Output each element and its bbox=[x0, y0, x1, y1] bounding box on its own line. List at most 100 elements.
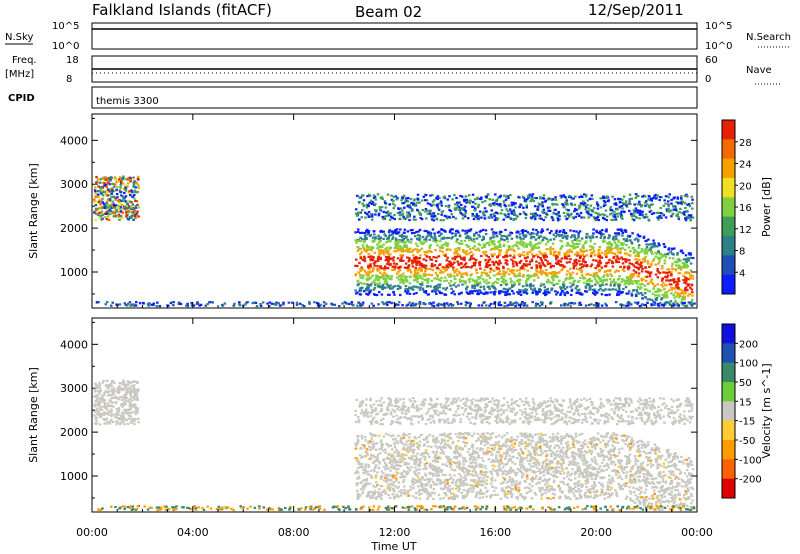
echo-cell bbox=[521, 265, 524, 268]
echo-cell bbox=[518, 272, 521, 275]
echo-cell bbox=[401, 280, 404, 283]
echo-cell bbox=[637, 272, 641, 275]
echo-cell bbox=[554, 258, 558, 261]
echo-cell bbox=[625, 437, 629, 440]
echo-cell bbox=[444, 241, 448, 244]
echo-cell bbox=[597, 213, 600, 216]
echo-cell bbox=[496, 281, 499, 284]
echo-cell bbox=[415, 273, 419, 276]
echo-cell bbox=[603, 476, 606, 479]
echo-cell bbox=[117, 215, 121, 218]
echo-cell bbox=[386, 293, 390, 296]
echo-cell bbox=[456, 301, 459, 304]
echo-cell bbox=[491, 468, 495, 471]
echo-cell bbox=[472, 474, 476, 477]
echo-cell bbox=[643, 288, 647, 291]
echo-cell bbox=[440, 246, 444, 250]
echo-cell bbox=[524, 216, 528, 220]
echo-cell bbox=[378, 488, 381, 491]
echo-cell bbox=[517, 292, 520, 295]
echo-cell bbox=[115, 188, 118, 191]
echo-cell bbox=[458, 464, 461, 467]
echo-cell bbox=[363, 435, 367, 439]
echo-cell bbox=[190, 304, 194, 307]
echo-cell bbox=[535, 268, 538, 271]
echo-cell bbox=[450, 287, 453, 290]
echo-cell bbox=[427, 293, 431, 296]
echo-cell bbox=[465, 198, 469, 202]
echo-cell bbox=[362, 274, 366, 277]
echo-cell bbox=[570, 288, 574, 291]
echo-cell bbox=[447, 263, 450, 266]
echo-cell bbox=[685, 277, 688, 280]
echo-cell bbox=[379, 271, 382, 274]
echo-cell bbox=[416, 281, 420, 284]
echo-cell bbox=[567, 302, 571, 305]
echo-cell bbox=[691, 294, 694, 297]
echo-cell bbox=[484, 229, 488, 232]
echo-cell bbox=[593, 242, 596, 246]
echo-cell bbox=[522, 245, 526, 248]
echo-cell bbox=[560, 234, 564, 237]
echo-cell bbox=[671, 268, 674, 271]
echo-cell bbox=[111, 301, 114, 304]
echo-cell bbox=[579, 303, 583, 306]
echo-cell bbox=[364, 216, 367, 219]
echo-cell bbox=[111, 190, 114, 193]
echo-cell bbox=[365, 236, 368, 240]
echo-cell bbox=[623, 248, 627, 251]
echo-cell bbox=[445, 264, 448, 267]
echo-cell bbox=[412, 274, 416, 277]
echo-cell bbox=[489, 213, 493, 216]
echo-cell bbox=[679, 197, 683, 200]
echo-cell bbox=[480, 304, 484, 307]
echo-cell bbox=[546, 278, 550, 281]
echo-cell bbox=[465, 253, 468, 256]
echo-cell bbox=[453, 203, 457, 206]
echo-cell bbox=[488, 198, 491, 201]
echo-cell bbox=[483, 199, 487, 203]
echo-cell bbox=[530, 249, 534, 252]
echo-cell bbox=[416, 251, 419, 254]
echo-cell bbox=[415, 291, 418, 295]
echo-cell bbox=[576, 289, 579, 292]
echo-cell bbox=[468, 236, 472, 239]
echo-cell bbox=[671, 262, 674, 266]
echo-cell bbox=[376, 278, 379, 281]
echo-cell bbox=[469, 247, 472, 251]
echo-cell bbox=[396, 287, 400, 291]
echo-cell bbox=[376, 258, 380, 261]
echo-cell bbox=[578, 467, 582, 471]
echo-cell bbox=[653, 303, 656, 306]
echo-cell bbox=[568, 195, 572, 198]
echo-cell bbox=[457, 242, 461, 245]
echo-cell bbox=[370, 218, 374, 221]
echo-cell bbox=[619, 243, 622, 246]
echo-cell bbox=[519, 237, 523, 240]
echo-cell bbox=[676, 253, 679, 256]
echo-cell bbox=[115, 180, 118, 183]
echo-cell bbox=[466, 301, 469, 304]
echo-cell bbox=[415, 279, 418, 282]
echo-cell bbox=[424, 208, 428, 211]
echo-cell bbox=[527, 194, 530, 198]
echo-cell bbox=[646, 262, 650, 265]
echo-cell bbox=[409, 268, 412, 271]
echo-cell bbox=[384, 215, 388, 218]
echo-cell bbox=[118, 201, 122, 204]
colorbar-segment bbox=[722, 420, 735, 441]
echo-cell bbox=[530, 253, 534, 256]
echo-cell bbox=[390, 275, 393, 278]
echo-cell bbox=[544, 439, 547, 442]
echo-cell bbox=[365, 277, 368, 281]
echo-cell bbox=[682, 274, 685, 277]
echo-cell bbox=[457, 472, 461, 476]
echo-cell bbox=[397, 207, 401, 211]
echo-cell bbox=[303, 304, 306, 308]
echo-cell bbox=[582, 202, 585, 206]
echo-cell bbox=[430, 274, 434, 277]
echo-cell bbox=[601, 196, 605, 200]
echo-cell bbox=[384, 211, 388, 214]
echo-cell bbox=[308, 302, 311, 305]
echo-cell bbox=[640, 303, 644, 306]
